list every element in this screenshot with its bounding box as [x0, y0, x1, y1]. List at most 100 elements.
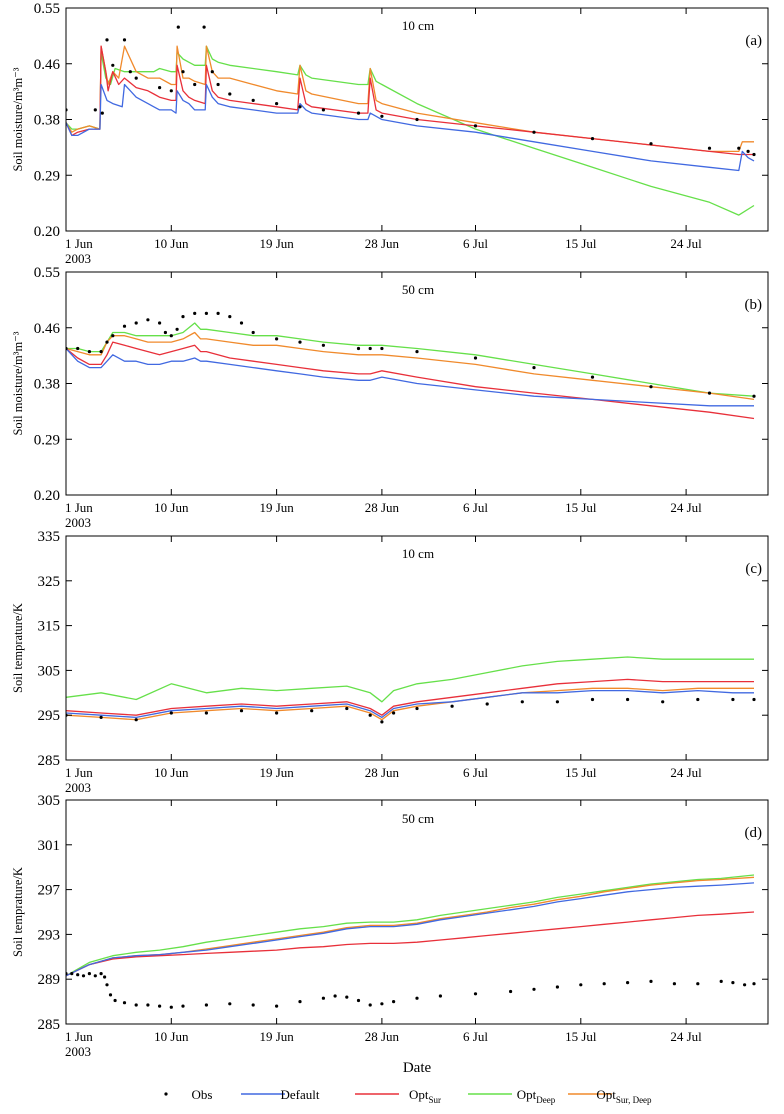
series-line-opt_sur: [66, 341, 755, 420]
series-group: [66, 656, 756, 724]
obs-point: [169, 711, 173, 715]
series-obs-points: [66, 311, 756, 398]
y-tick-label: 0.55: [34, 1, 60, 17]
legend-label-main: Opt: [409, 1087, 429, 1102]
obs-point: [532, 130, 536, 134]
panel-label: (d): [745, 825, 763, 841]
legend-label-sub: Deep: [536, 1095, 555, 1105]
obs-point: [251, 330, 255, 335]
x-tick-label: 15 Jul: [565, 765, 597, 780]
obs-point: [415, 996, 419, 1000]
legend-item-obs: Obs: [164, 1087, 212, 1102]
x-tick-label: 6 Jul: [463, 765, 488, 780]
x-tick-label: 19 Jun: [259, 765, 294, 780]
x-tick-year: 2003: [65, 515, 91, 530]
obs-point: [103, 975, 107, 979]
obs-point: [707, 146, 712, 150]
obs-point: [204, 311, 208, 315]
x-tick-label: 1 Jun: [65, 500, 93, 515]
obs-point: [672, 982, 677, 986]
y-tick-label: 335: [38, 529, 61, 545]
obs-point: [181, 70, 185, 74]
obs-point: [752, 697, 756, 702]
obs-point: [590, 137, 595, 141]
obs-point: [105, 983, 109, 987]
legend-marker: [164, 1092, 168, 1096]
x-tick-label: 1 Jun: [65, 236, 93, 251]
obs-point: [626, 697, 630, 702]
series-line-opt_deep: [66, 45, 755, 216]
obs-point: [333, 994, 337, 998]
obs-point: [181, 1004, 185, 1008]
obs-point: [590, 697, 595, 702]
obs-point: [122, 1001, 127, 1005]
y-tick-label: 0.20: [34, 488, 60, 504]
obs-point: [175, 327, 179, 331]
series-line-opt_sur: [66, 911, 755, 977]
obs-point: [415, 117, 419, 122]
obs-point: [415, 350, 419, 354]
legend-label-main: Opt: [596, 1087, 616, 1102]
obs-point: [193, 311, 197, 315]
obs-point: [321, 108, 325, 112]
x-tick-label: 24 Jul: [670, 500, 702, 515]
legend-item-opt_deep: OptDeep: [468, 1087, 556, 1105]
x-tick-label: 15 Jul: [565, 500, 597, 515]
series-group: [66, 25, 756, 216]
y-tick-label: 295: [38, 708, 61, 724]
obs-point: [111, 63, 115, 67]
obs-point: [438, 994, 442, 998]
obs-point: [356, 998, 361, 1003]
y-tick-label: 285: [38, 753, 61, 769]
y-tick-label: 0.38: [34, 377, 60, 393]
obs-point: [737, 146, 741, 150]
obs-point: [380, 720, 384, 724]
x-tick-label: 15 Jul: [565, 1029, 597, 1044]
obs-point: [108, 993, 113, 997]
obs-point: [181, 315, 185, 319]
series-line-opt_sur_deep: [66, 331, 755, 401]
panel-label: (a): [745, 33, 762, 49]
obs-point: [626, 981, 630, 985]
obs-point: [356, 346, 361, 351]
series-obs-points: [66, 25, 756, 157]
obs-point: [275, 1004, 279, 1008]
x-tick-label: 24 Jul: [670, 236, 702, 251]
plot-frame: [65, 535, 769, 761]
obs-point: [752, 982, 756, 986]
series-line-opt_deep: [66, 322, 755, 397]
obs-point: [228, 1002, 232, 1006]
obs-point: [532, 366, 536, 370]
series-group: [66, 311, 756, 420]
legend-label-main: Default: [281, 1087, 320, 1102]
y-tick-label: 0.20: [34, 224, 60, 240]
x-tick-label: 28 Jun: [365, 500, 400, 515]
obs-point: [649, 385, 653, 389]
y-axis-label: Soil moisture/m³m⁻³: [11, 331, 25, 435]
obs-point: [216, 311, 220, 315]
series-line-opt_deep: [66, 874, 755, 977]
legend-label: OptDeep: [517, 1087, 556, 1105]
x-tick-label: 10 Jun: [154, 236, 189, 251]
obs-point: [122, 38, 127, 42]
obs-point: [743, 983, 747, 987]
y-tick-label: 0.46: [34, 57, 61, 73]
obs-point: [239, 709, 244, 713]
obs-point: [76, 346, 80, 351]
obs-point: [87, 972, 91, 976]
y-tick-label: 297: [38, 883, 61, 899]
obs-point: [176, 25, 180, 29]
obs-point: [228, 92, 232, 96]
legend-label-main: Opt: [517, 1087, 537, 1102]
x-tick-label: 19 Jun: [259, 236, 294, 251]
obs-point: [81, 974, 86, 978]
obs-point: [485, 702, 489, 706]
x-tick-label: 6 Jul: [463, 500, 488, 515]
obs-point: [134, 76, 138, 80]
obs-point: [93, 974, 97, 978]
legend: Obs Default OptSur OptDeep OptSur, Deep: [164, 1087, 652, 1105]
depth-label: 10 cm: [402, 18, 434, 33]
